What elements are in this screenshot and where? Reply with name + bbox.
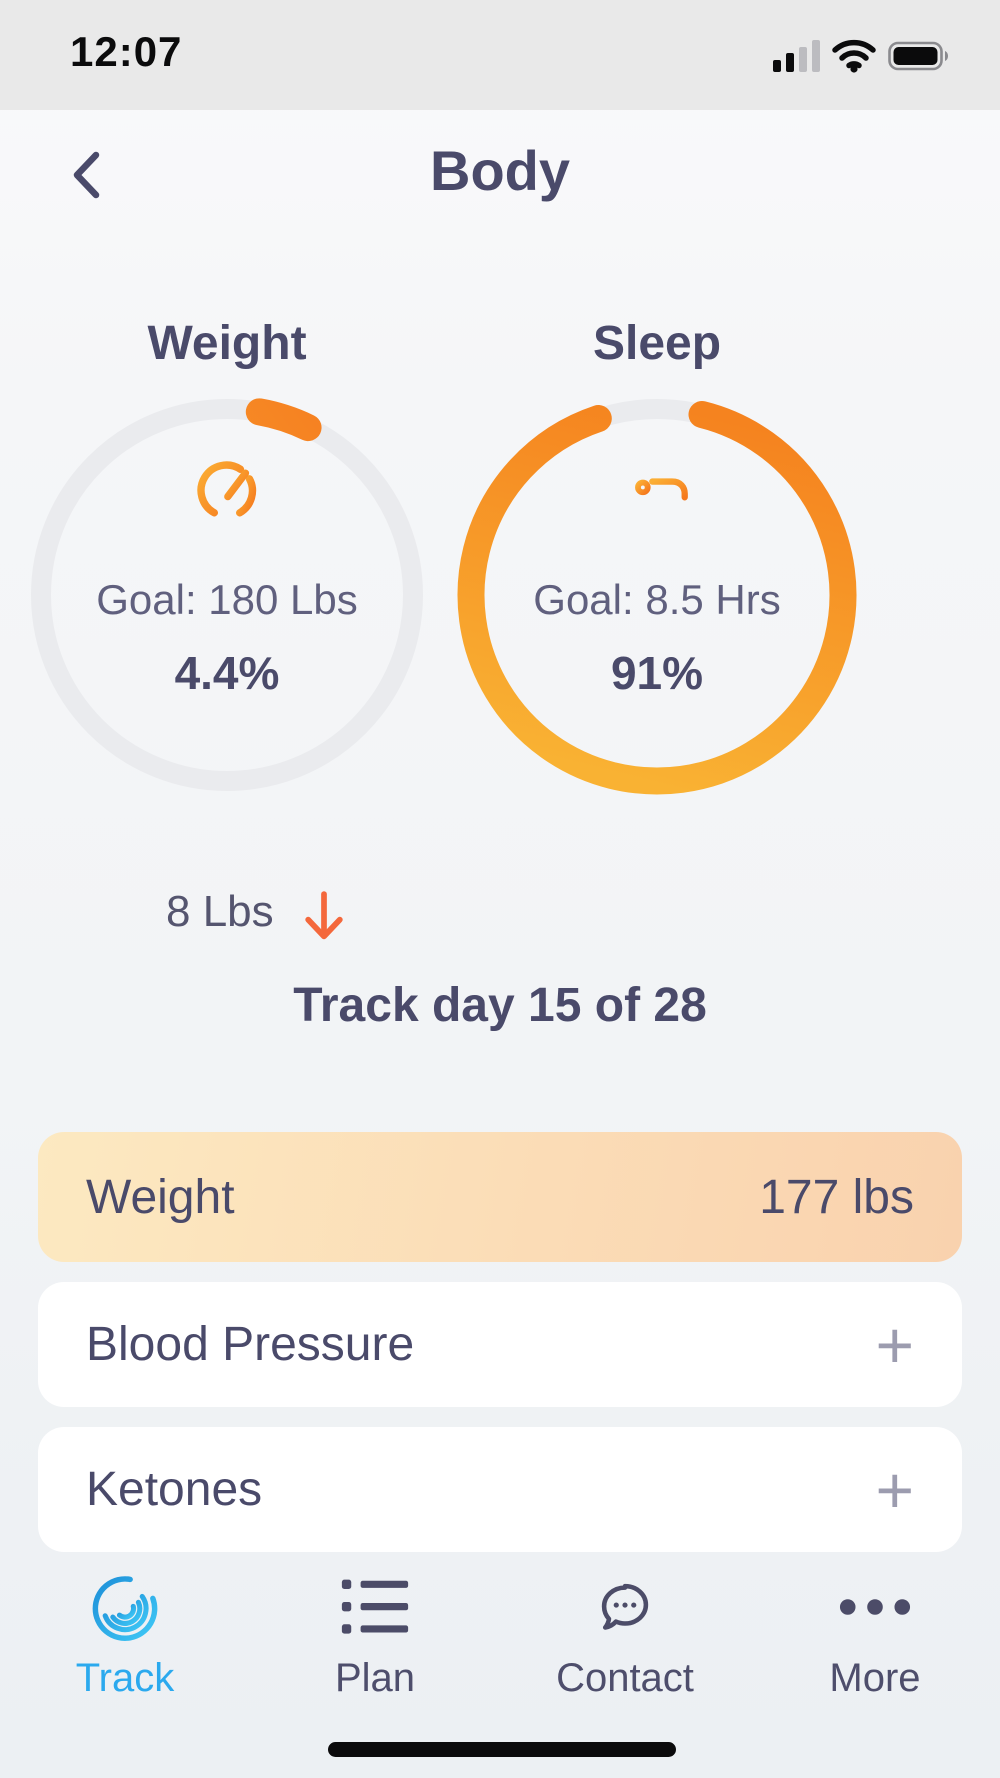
gauge-icon: [197, 461, 257, 518]
weight-progress-ring: [27, 395, 427, 795]
tracker-row-blood-pressure[interactable]: Blood Pressure +: [38, 1282, 962, 1407]
tracker-row-label: Blood Pressure: [86, 1318, 415, 1371]
page-title: Body: [430, 139, 570, 202]
tracker-row-weight[interactable]: Weight 177 lbs: [38, 1132, 962, 1262]
wifi-icon: [832, 39, 876, 73]
tracker-row-label: Ketones: [86, 1463, 263, 1516]
list-icon: [339, 1566, 411, 1648]
status-bar: 12:07: [0, 0, 1000, 110]
sleep-goal-text: Goal: 8.5 Hrs: [533, 576, 781, 623]
weight-percent: 4.4%: [174, 647, 280, 699]
tab-plan-label: Plan: [334, 1656, 416, 1700]
signal-icon: [773, 40, 820, 72]
tracker-row-value: 177 lbs: [759, 1170, 914, 1224]
back-button[interactable]: [56, 140, 116, 210]
back-chevron-icon: [73, 151, 100, 199]
weight-delta: 8 Lbs: [166, 886, 346, 944]
tab-plan[interactable]: Plan: [250, 1566, 500, 1716]
sleep-progress-ring: [457, 395, 857, 795]
tab-track-label: Track: [75, 1656, 175, 1700]
ellipsis-icon: [838, 1566, 912, 1648]
sleep-percent: 91%: [610, 647, 704, 699]
sleep-gauge-label: Sleep: [592, 317, 722, 370]
track-rings-icon: [86, 1566, 164, 1648]
home-indicator[interactable]: [328, 1742, 676, 1757]
chat-bubble-icon: [587, 1566, 663, 1648]
add-blood-pressure-button[interactable]: +: [875, 1307, 914, 1382]
tab-more-label: More: [829, 1656, 921, 1700]
down-arrow-icon: [304, 891, 343, 940]
add-ketones-button[interactable]: +: [875, 1452, 914, 1527]
tracker-row-ketones[interactable]: Ketones +: [38, 1427, 962, 1552]
bed-icon: [625, 463, 688, 519]
tab-contact[interactable]: Contact: [500, 1566, 750, 1716]
weight-gauge-label: Weight: [147, 317, 307, 370]
track-day-note: Track day 15 of 28: [293, 979, 707, 1032]
tab-more[interactable]: More: [750, 1566, 1000, 1716]
tab-track[interactable]: Track: [0, 1566, 250, 1716]
tracker-row-label: Weight: [86, 1170, 235, 1224]
battery-icon: [888, 41, 948, 71]
status-time: 12:07: [70, 28, 183, 75]
weight-goal-text: Goal: 180 Lbs: [96, 576, 358, 623]
tab-contact-label: Contact: [556, 1656, 694, 1700]
weight-delta-value: 8 Lbs: [166, 887, 274, 936]
